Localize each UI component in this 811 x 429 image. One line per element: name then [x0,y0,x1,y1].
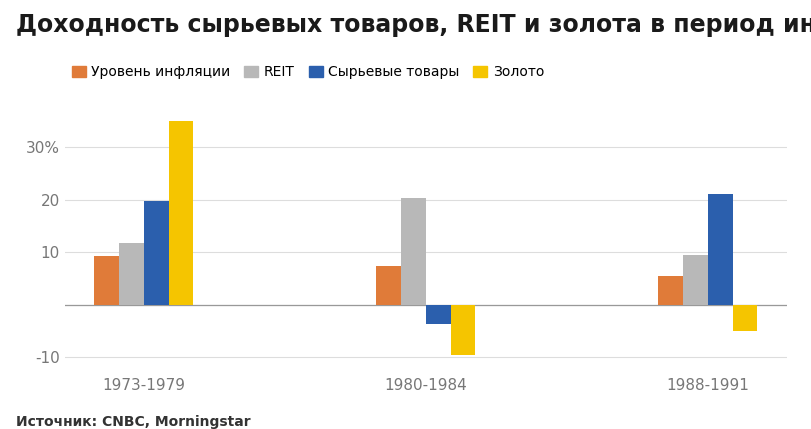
Bar [169,121,194,305]
Bar [94,257,119,305]
Bar [376,266,401,305]
Bar [732,305,757,331]
Legend: Уровень инфляции, REIT, Сырьевые товары, Золото: Уровень инфляции, REIT, Сырьевые товары,… [72,65,544,79]
Bar [119,243,144,305]
Bar [401,197,426,305]
Text: Источник: CNBC, Morningstar: Источник: CNBC, Morningstar [16,415,251,429]
Bar [451,305,475,355]
Bar [658,276,683,305]
Bar [144,201,169,305]
Bar [708,194,732,305]
Text: Доходность сырьевых товаров, REIT и золота в период инфляции: Доходность сырьевых товаров, REIT и золо… [16,13,811,37]
Bar [683,255,708,305]
Bar [426,305,451,324]
